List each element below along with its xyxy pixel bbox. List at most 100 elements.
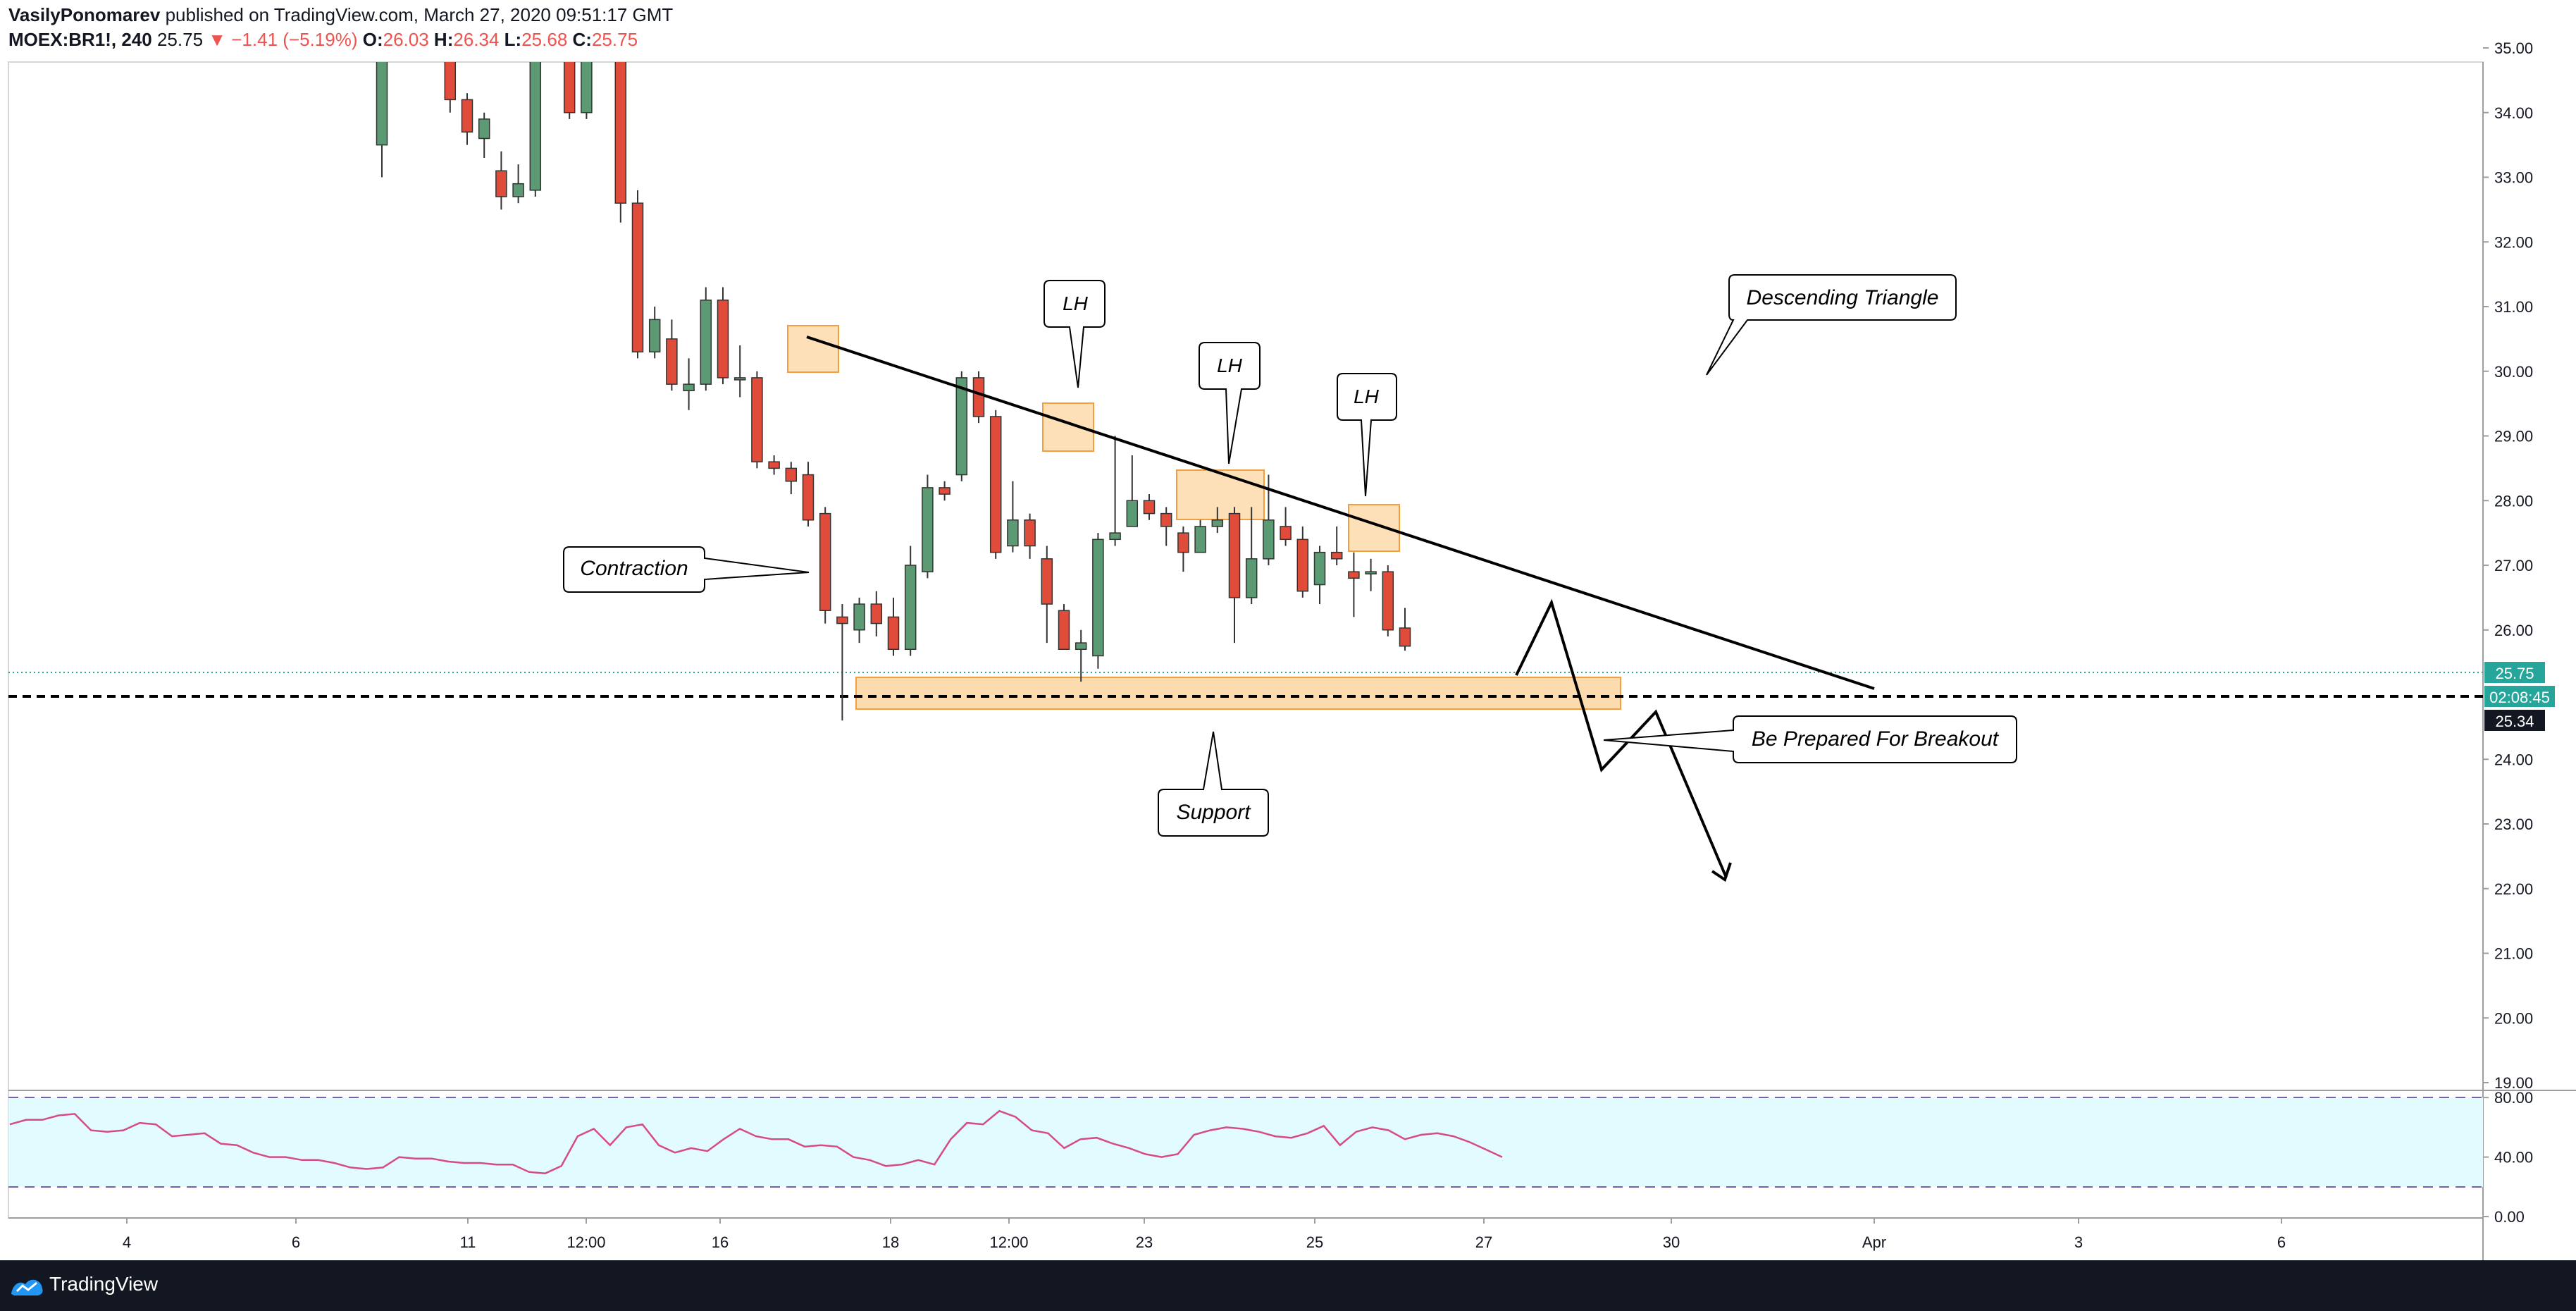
lh-label: LH <box>1063 293 1089 314</box>
candle[interactable] <box>939 481 950 501</box>
support-callout[interactable]: Support <box>1158 731 1269 837</box>
candle[interactable] <box>1399 608 1411 651</box>
candle[interactable] <box>1348 552 1360 617</box>
x-tick-label: 23 <box>1136 1233 1153 1251</box>
candle[interactable] <box>683 358 695 410</box>
candle[interactable] <box>376 0 388 178</box>
candle[interactable] <box>1143 494 1156 520</box>
lh-callout-2[interactable]: LH <box>1199 342 1261 464</box>
candle[interactable] <box>1365 558 1377 591</box>
candle[interactable] <box>512 164 524 204</box>
candle[interactable] <box>1075 629 1087 682</box>
contraction-callout[interactable]: Contraction <box>563 546 810 593</box>
candle[interactable] <box>853 597 865 644</box>
candle[interactable] <box>700 287 712 391</box>
price-axis[interactable]: 35.00 34.00 33.00 32.00 31.00 30.00 29.00 28.00… <box>2483 39 2533 1092</box>
candle[interactable] <box>547 9 558 61</box>
candle[interactable] <box>819 507 831 624</box>
candle[interactable] <box>631 190 644 359</box>
candle[interactable] <box>598 28 609 61</box>
candle[interactable] <box>394 0 404 48</box>
candle-body <box>819 512 831 611</box>
descending-triangle-callout[interactable]: Descending Triangle <box>1706 274 1957 376</box>
candle[interactable] <box>1126 455 1139 527</box>
candle[interactable] <box>1245 507 1258 605</box>
candle[interactable] <box>989 410 1002 559</box>
resistance-box[interactable] <box>787 325 839 373</box>
candle[interactable] <box>478 112 490 158</box>
price-chart[interactable]: 35.0034.0033.0032.0031.0030.0029.0028.00… <box>0 0 2576 1260</box>
candle[interactable] <box>428 0 438 28</box>
x-tick-label: 11 <box>460 1233 476 1251</box>
candle[interactable] <box>614 42 627 223</box>
candle[interactable] <box>495 151 507 210</box>
descending-trendline[interactable] <box>806 336 1875 690</box>
lh-label: LH <box>1217 355 1243 376</box>
brand-name[interactable]: TradingView <box>49 1273 159 1295</box>
candle-body <box>1041 558 1053 605</box>
candle[interactable] <box>955 371 968 481</box>
candle[interactable] <box>1313 546 1326 605</box>
candle[interactable] <box>836 604 848 721</box>
x-tick-label: 6 <box>292 1233 300 1251</box>
candles[interactable] <box>376 0 1411 721</box>
candle[interactable] <box>785 462 798 495</box>
support-zone[interactable] <box>855 677 1621 710</box>
candle[interactable] <box>1007 481 1019 553</box>
candle-body <box>631 202 644 352</box>
lh-callout-1[interactable]: LH <box>1044 280 1106 388</box>
candle-body <box>1075 642 1087 651</box>
y-tick-label: 31.00 <box>2494 298 2533 316</box>
candle[interactable] <box>1177 526 1189 572</box>
candle[interactable] <box>581 28 593 119</box>
candle[interactable] <box>1041 546 1053 644</box>
candle[interactable] <box>1382 565 1394 636</box>
candle[interactable] <box>563 0 576 119</box>
candle[interactable] <box>1160 507 1172 546</box>
resistance-box[interactable] <box>1042 402 1094 452</box>
candle-body <box>955 377 968 476</box>
candle[interactable] <box>1296 526 1309 598</box>
candle[interactable] <box>666 319 678 391</box>
candle-body <box>1228 512 1241 598</box>
candle[interactable] <box>1330 526 1343 565</box>
candle[interactable] <box>1228 507 1241 644</box>
candle[interactable] <box>922 474 934 579</box>
candle[interactable] <box>768 455 780 475</box>
candle[interactable] <box>411 0 421 22</box>
candle[interactable] <box>972 371 985 424</box>
high-value: 26.34 <box>453 29 500 50</box>
candle[interactable] <box>648 307 661 359</box>
candle[interactable] <box>751 371 763 469</box>
time-axis[interactable]: 4 6 11 12:00 16 18 12:00 23 25 27 30 Apr 3 6 <box>123 1218 2286 1251</box>
candle-body <box>922 487 934 572</box>
candle[interactable] <box>1109 436 1121 546</box>
candle[interactable] <box>1280 507 1292 546</box>
candle[interactable] <box>529 16 542 197</box>
candle[interactable] <box>904 546 917 656</box>
symbol[interactable]: MOEX:BR1!, 240 <box>8 29 152 50</box>
published-info: published on TradingView.com, March 27, … <box>165 4 674 25</box>
candle[interactable] <box>870 591 883 636</box>
candle[interactable] <box>1024 513 1036 559</box>
candle[interactable] <box>444 3 457 113</box>
resistance-box[interactable] <box>1176 469 1265 520</box>
candle[interactable] <box>1092 533 1104 669</box>
rsi-line[interactable] <box>9 1109 1503 1175</box>
author[interactable]: VasilyPonomarev <box>8 4 161 25</box>
resistance-box[interactable] <box>1348 504 1400 552</box>
lh-callout-3[interactable]: LH <box>1337 373 1397 497</box>
candle[interactable] <box>717 287 729 385</box>
candle[interactable] <box>887 597 900 656</box>
candle[interactable] <box>1194 519 1206 553</box>
tradingview-logo-icon[interactable] <box>10 1274 45 1298</box>
projection-path[interactable] <box>1515 598 1728 878</box>
x-tick-label: Apr <box>1862 1233 1886 1251</box>
candle[interactable] <box>802 462 815 527</box>
candle[interactable] <box>461 93 473 145</box>
candle[interactable] <box>1211 507 1224 534</box>
candle[interactable] <box>1058 604 1070 651</box>
candle[interactable] <box>733 345 746 398</box>
breakout-callout[interactable]: Be Prepared For Breakout <box>1603 715 2017 763</box>
close-value: 25.75 <box>591 29 638 50</box>
